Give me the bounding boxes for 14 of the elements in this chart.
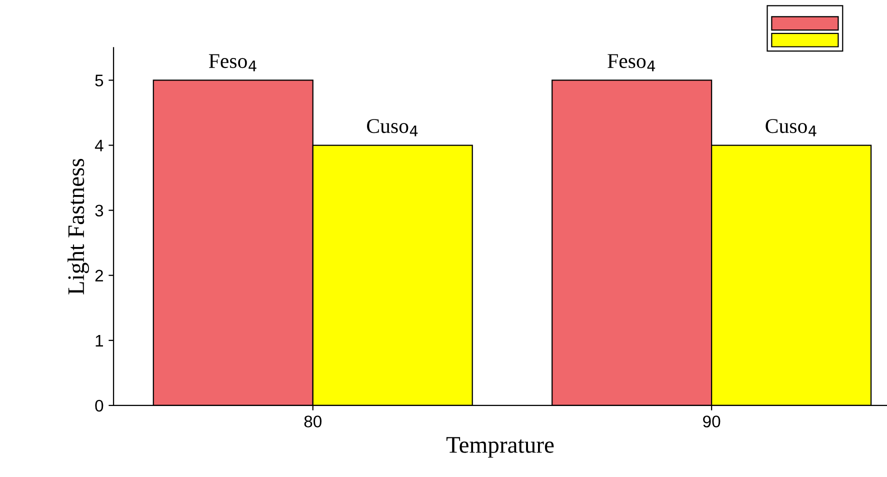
text: Feso$_{4}$ xyxy=(608,54,656,72)
series-label: Feso$_{4}$ xyxy=(208,54,256,72)
y-tick-label: 0 xyxy=(95,400,104,412)
y-tick-label: 1 xyxy=(96,334,103,346)
y-tick-label: 4 xyxy=(94,140,104,152)
y-tick-label: 2 xyxy=(95,270,103,282)
x-axis-title: Temprature xyxy=(446,437,554,458)
y-tick-label: 5 xyxy=(95,74,104,86)
y-tick-label: 3 xyxy=(95,204,104,217)
text: Cuso$_{4}$ xyxy=(766,119,816,136)
y-axis-title: Light Fastness xyxy=(68,158,89,294)
x-tick-label: 90 xyxy=(703,416,720,428)
x-tick-label: 80 xyxy=(304,416,322,428)
series-label: Cuso$_{4}$ xyxy=(367,119,418,136)
